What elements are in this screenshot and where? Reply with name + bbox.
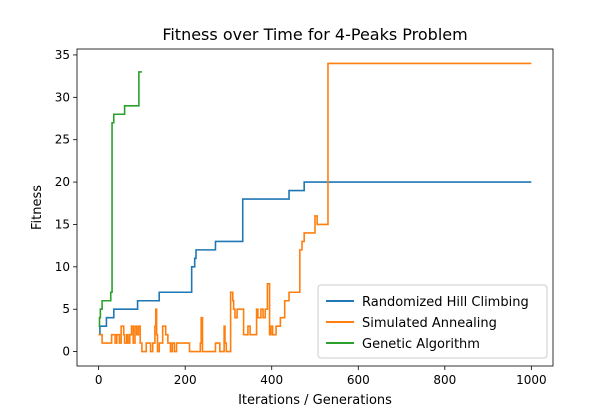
y-tick-label: 0	[62, 345, 70, 359]
legend-label-2: Genetic Algorithm	[362, 337, 480, 352]
legend-label-1: Simulated Annealing	[362, 316, 497, 331]
y-tick-label: 10	[55, 260, 70, 274]
series-line-1	[98, 62, 532, 353]
ticks: 0 200 400 600 800 1000 0 5 10 15 20 25 30 35	[55, 48, 547, 387]
series-lines	[98, 62, 532, 353]
y-tick-label: 25	[55, 133, 70, 147]
x-tick-label: 1000	[516, 373, 547, 387]
y-tick-label: 15	[55, 217, 70, 231]
x-tick-label: 800	[433, 373, 456, 387]
series-line-2	[98, 71, 142, 327]
legend-box	[317, 284, 548, 359]
x-tick-label: 200	[174, 373, 197, 387]
legend-label-0: Randomized Hill Climbing	[362, 295, 529, 310]
axes	[76, 48, 554, 367]
x-axis-label: Iterations / Generations	[238, 393, 392, 408]
chart-title: Fitness over Time for 4-Peaks Problem	[162, 25, 467, 44]
plot-frame	[76, 48, 554, 367]
legend: Randomized Hill Climbing Simulated Anneal…	[317, 284, 548, 359]
y-tick-label: 35	[55, 48, 70, 62]
x-tick-label: 600	[347, 373, 370, 387]
x-tick-label: 400	[260, 373, 283, 387]
y-tick-label: 20	[55, 175, 70, 189]
x-tick-label: 0	[95, 373, 103, 387]
series-line-0	[98, 181, 532, 336]
y-tick-label: 30	[55, 90, 70, 104]
y-axis-label: Fitness	[30, 185, 45, 230]
y-tick-label: 5	[62, 302, 70, 316]
